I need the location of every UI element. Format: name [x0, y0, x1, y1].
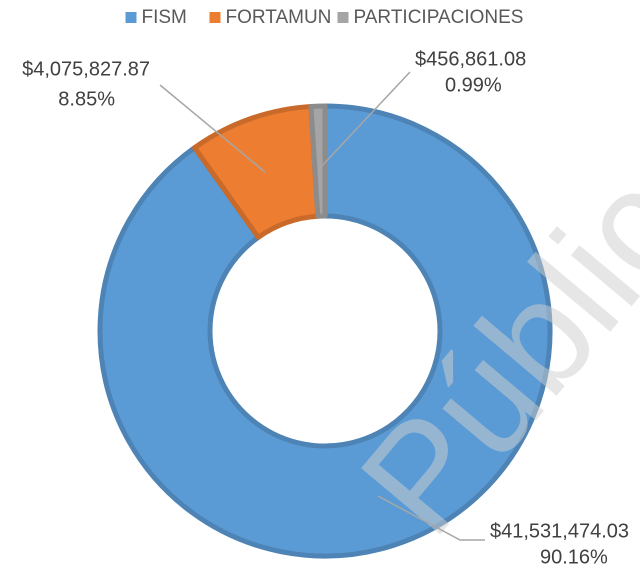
legend-swatch [337, 12, 349, 23]
value-label: $4,075,827.87 [22, 58, 150, 80]
donut-segment [97, 103, 553, 559]
legend-label: FORTAMUN [226, 7, 332, 28]
percentage-label: 8.85% [58, 88, 115, 110]
percentage-label: 90.16% [540, 546, 608, 568]
donut-segment [308, 103, 328, 219]
legend-swatch [125, 12, 137, 23]
percentage-label: 0.99% [445, 74, 502, 96]
leader-lines [159, 71, 485, 541]
leader-line [317, 71, 411, 171]
value-label: $41,531,474.03 [490, 520, 629, 542]
donut [97, 103, 553, 559]
value-label: $456,861.08 [415, 48, 526, 70]
legend-label: FISM [142, 7, 187, 28]
legend: FISM FORTAMUN PARTICIPACIONES [125, 7, 524, 28]
legend-swatch [209, 12, 221, 23]
leader-line [159, 84, 266, 173]
legend-label: PARTICIPACIONES [354, 7, 524, 28]
leader-line [377, 495, 485, 541]
